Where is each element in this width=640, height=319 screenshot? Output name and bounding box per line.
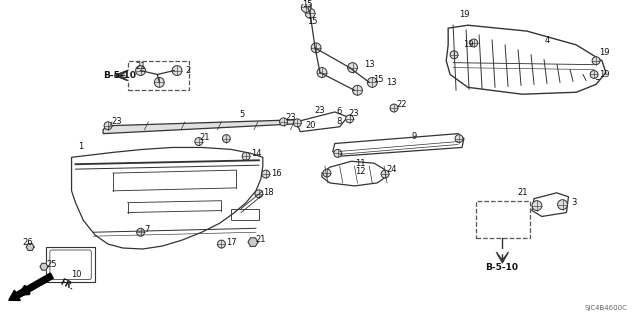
- Text: 3: 3: [572, 198, 577, 207]
- Circle shape: [367, 78, 377, 87]
- Circle shape: [42, 265, 46, 269]
- Circle shape: [390, 104, 398, 112]
- Circle shape: [293, 119, 301, 127]
- Text: 7: 7: [145, 225, 150, 234]
- FancyArrow shape: [9, 273, 53, 300]
- Circle shape: [136, 228, 145, 236]
- Circle shape: [348, 63, 358, 72]
- Circle shape: [592, 57, 600, 65]
- Text: 22: 22: [396, 100, 406, 108]
- Text: B-5-10: B-5-10: [484, 263, 518, 272]
- Text: FR.: FR.: [59, 278, 76, 292]
- Text: 9: 9: [412, 132, 417, 141]
- Circle shape: [222, 135, 230, 143]
- Circle shape: [470, 39, 477, 47]
- Circle shape: [262, 170, 269, 178]
- Text: 17: 17: [227, 238, 237, 247]
- Text: 14: 14: [251, 149, 262, 158]
- Circle shape: [323, 169, 331, 177]
- Circle shape: [154, 78, 164, 87]
- Polygon shape: [103, 120, 298, 134]
- Text: 11: 11: [355, 159, 366, 168]
- Circle shape: [455, 135, 463, 143]
- Circle shape: [255, 190, 263, 198]
- Text: 13: 13: [386, 78, 397, 87]
- Polygon shape: [248, 238, 258, 246]
- Text: 21: 21: [200, 133, 210, 142]
- Text: 15: 15: [307, 17, 317, 26]
- Circle shape: [311, 43, 321, 53]
- Circle shape: [242, 152, 250, 160]
- Circle shape: [317, 68, 327, 78]
- Text: 21: 21: [136, 62, 146, 71]
- Text: 21: 21: [517, 188, 527, 197]
- Circle shape: [104, 122, 112, 130]
- Text: 25: 25: [46, 260, 56, 269]
- Circle shape: [280, 118, 287, 126]
- Circle shape: [334, 149, 342, 157]
- Circle shape: [557, 200, 568, 210]
- Text: 23: 23: [111, 117, 122, 126]
- Text: SJC4B4600C: SJC4B4600C: [585, 305, 628, 311]
- Circle shape: [450, 51, 458, 59]
- Text: 19: 19: [599, 70, 609, 79]
- Text: B-5-10: B-5-10: [103, 71, 136, 80]
- Text: 12: 12: [355, 167, 366, 176]
- Text: 19: 19: [599, 48, 609, 57]
- Text: 15: 15: [302, 0, 313, 9]
- Circle shape: [28, 245, 32, 249]
- Text: 2: 2: [185, 66, 190, 75]
- Text: 24: 24: [386, 165, 397, 174]
- Text: 23: 23: [349, 109, 359, 118]
- Polygon shape: [26, 244, 34, 250]
- Text: 26: 26: [22, 238, 33, 247]
- Text: 19: 19: [459, 10, 470, 19]
- Circle shape: [195, 137, 203, 145]
- Text: 6: 6: [337, 108, 342, 116]
- Circle shape: [136, 66, 145, 76]
- Text: 1: 1: [79, 142, 84, 151]
- Text: 4: 4: [545, 36, 550, 46]
- Circle shape: [346, 115, 353, 123]
- Polygon shape: [14, 289, 24, 297]
- Circle shape: [532, 201, 542, 211]
- Text: 16: 16: [271, 168, 282, 178]
- Text: 21: 21: [255, 235, 266, 244]
- Circle shape: [172, 66, 182, 76]
- Text: 8: 8: [337, 117, 342, 126]
- Circle shape: [353, 85, 362, 95]
- Circle shape: [381, 170, 389, 178]
- Text: 10: 10: [72, 270, 82, 279]
- Text: 23: 23: [285, 113, 296, 122]
- Text: 23: 23: [314, 107, 324, 115]
- Text: 19: 19: [463, 41, 474, 49]
- Text: 5: 5: [239, 110, 244, 119]
- Circle shape: [218, 240, 225, 248]
- Circle shape: [590, 70, 598, 78]
- Circle shape: [301, 3, 311, 12]
- Circle shape: [249, 238, 257, 246]
- Text: 20: 20: [305, 121, 316, 130]
- Circle shape: [305, 8, 315, 18]
- Text: 15: 15: [373, 75, 384, 84]
- Bar: [231, 209, 259, 220]
- Circle shape: [250, 240, 255, 245]
- Text: 13: 13: [364, 60, 375, 69]
- Text: 18: 18: [263, 188, 273, 197]
- Polygon shape: [40, 263, 48, 270]
